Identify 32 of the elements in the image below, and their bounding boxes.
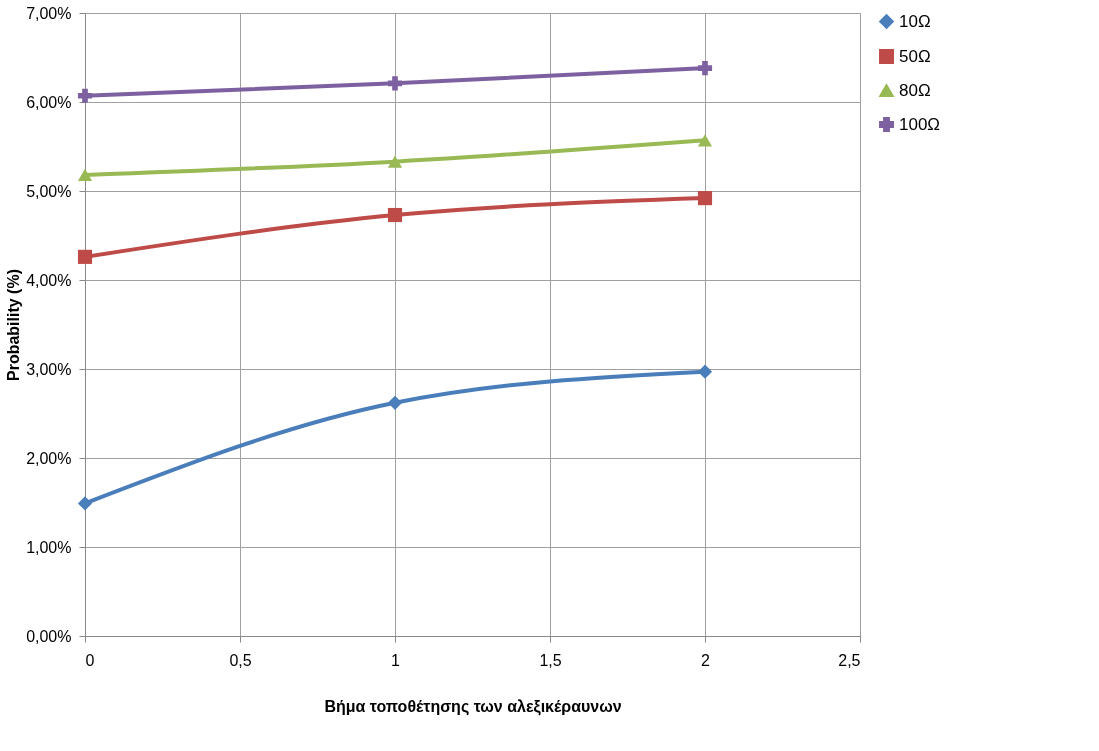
point: [387, 155, 403, 168]
y-tick-label: 1,00%: [26, 538, 72, 556]
legend-label: 50Ω: [899, 46, 931, 66]
x-tick-label: 0,5: [229, 651, 252, 669]
x-tick-label: 2: [701, 651, 711, 669]
point: [697, 61, 713, 76]
point: [387, 207, 403, 223]
point: [697, 191, 713, 206]
point: [77, 168, 93, 182]
point: [77, 88, 93, 103]
y-tick-label: 4,00%: [26, 271, 72, 289]
y-tick-label: 0,00%: [26, 627, 72, 645]
legend-label: 100Ω: [899, 114, 941, 134]
x-tick-label: 0: [85, 651, 95, 669]
legend-label: 10Ω: [899, 11, 931, 31]
point: [697, 364, 713, 379]
y-tick-label: 6,00%: [26, 93, 72, 111]
legend-label: 80Ω: [899, 80, 931, 100]
y-tick-label: 7,00%: [26, 4, 72, 22]
y-tick-label: 3,00%: [26, 360, 72, 378]
y-tick-label: 2,00%: [26, 449, 72, 467]
x-tick-label: 1: [391, 651, 401, 669]
point: [387, 76, 403, 91]
point: [77, 249, 93, 264]
x-tick-label: 2,5: [838, 651, 861, 669]
point: [77, 496, 93, 511]
point: [697, 134, 713, 147]
x-tick-label: 1,5: [539, 651, 562, 669]
point: [387, 395, 403, 410]
y-axis-title: Probability (%): [5, 268, 23, 382]
y-tick-label: 5,00%: [26, 182, 72, 200]
x-axis-title: Βήμα τοποθέτησης των αλεξικέραυνων: [324, 697, 622, 716]
